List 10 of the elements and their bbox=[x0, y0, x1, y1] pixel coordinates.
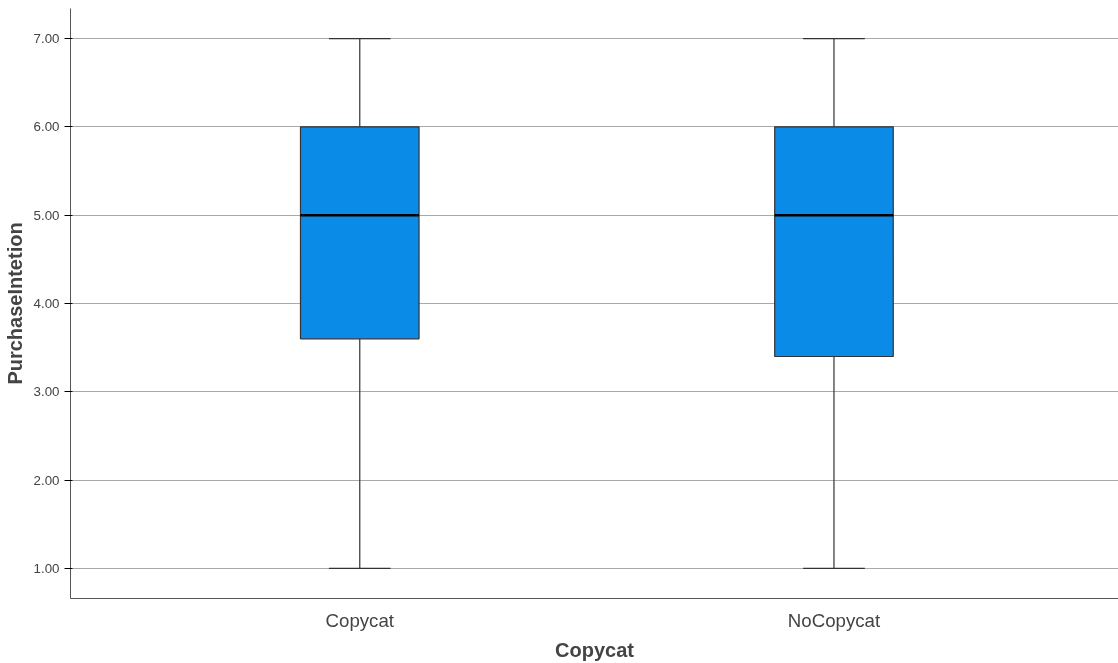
x-axis-title: Copycat bbox=[555, 638, 635, 661]
x-tick-label: NoCopycat bbox=[787, 609, 881, 631]
y-tick-label: 1.00 bbox=[33, 560, 60, 576]
y-tick-label: 5.00 bbox=[33, 207, 60, 223]
y-axis-title: PurchaseIntetion bbox=[3, 222, 26, 385]
y-tick-label: 2.00 bbox=[33, 472, 60, 488]
y-tick-label: 6.00 bbox=[33, 119, 60, 135]
y-tick-label: 4.00 bbox=[33, 296, 60, 311]
y-tick-label: 3.00 bbox=[33, 384, 60, 400]
y-tick-label: 7.00 bbox=[33, 31, 60, 47]
